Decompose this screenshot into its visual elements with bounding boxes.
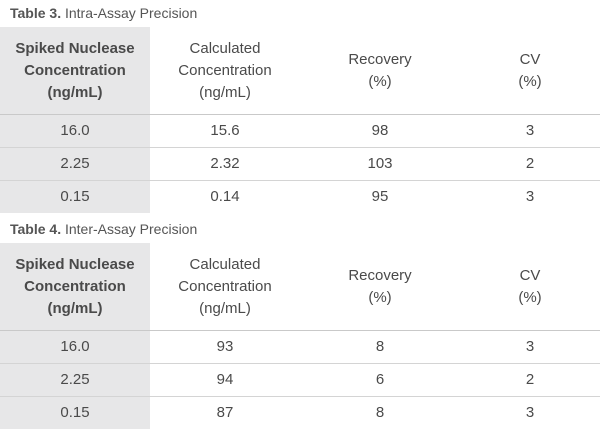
- table-4-label: Table 4.: [10, 221, 61, 237]
- table-row: 2.25 94 6 2: [0, 364, 600, 397]
- inter-assay-precision-table: Spiked Nuclease Concentration (ng/mL) Ca…: [0, 243, 600, 429]
- table-4-caption: Table 4. Inter-Assay Precision: [10, 221, 197, 237]
- header-calculated-concentration: Calculated Concentration (ng/mL): [150, 27, 300, 115]
- table-row: 0.15 87 8 3: [0, 397, 600, 429]
- cell-recovery: 103: [300, 148, 460, 181]
- cell-calculated-concentration: 93: [150, 331, 300, 364]
- header-row: Spiked Nuclease Concentration (ng/mL) Ca…: [0, 27, 600, 115]
- cell-recovery: 8: [300, 331, 460, 364]
- header-line: CV: [520, 51, 541, 68]
- header-line: Recovery: [348, 51, 411, 68]
- header-calculated-concentration: Calculated Concentration (ng/mL): [150, 243, 300, 331]
- cell-recovery: 8: [300, 397, 460, 429]
- header-line: CV: [520, 267, 541, 284]
- cell-calculated-concentration: 94: [150, 364, 300, 397]
- header-spiked-concentration: Spiked Nuclease Concentration (ng/mL): [0, 243, 150, 331]
- intra-assay-precision-table: Spiked Nuclease Concentration (ng/mL) Ca…: [0, 27, 600, 213]
- table-3-title: Intra-Assay Precision: [65, 5, 197, 21]
- header-spiked-concentration: Spiked Nuclease Concentration (ng/mL): [0, 27, 150, 115]
- table-row: 16.0 15.6 98 3: [0, 115, 600, 148]
- header-line: Concentration: [24, 62, 126, 79]
- header-line: (%): [518, 289, 541, 306]
- cell-spiked-concentration: 2.25: [0, 364, 150, 397]
- cell-cv: 3: [460, 115, 600, 148]
- header-line: Concentration: [24, 278, 126, 295]
- header-cv: CV (%): [460, 27, 600, 115]
- table-3-label: Table 3.: [10, 5, 61, 21]
- header-line: Concentration: [178, 62, 271, 79]
- cell-cv: 2: [460, 148, 600, 181]
- header-line: (ng/mL): [48, 84, 103, 101]
- cell-cv: 2: [460, 364, 600, 397]
- header-line: Spiked Nuclease: [15, 40, 134, 57]
- header-line: Calculated: [190, 256, 261, 273]
- header-line: (%): [368, 73, 391, 90]
- cell-calculated-concentration: 87: [150, 397, 300, 429]
- table-row: 0.15 0.14 95 3: [0, 181, 600, 214]
- cell-calculated-concentration: 0.14: [150, 181, 300, 214]
- header-recovery: Recovery (%): [300, 243, 460, 331]
- cell-spiked-concentration: 16.0: [0, 115, 150, 148]
- cell-recovery: 6: [300, 364, 460, 397]
- table-row: 2.25 2.32 103 2: [0, 148, 600, 181]
- header-line: Concentration: [178, 278, 271, 295]
- header-line: (ng/mL): [199, 84, 251, 101]
- cell-spiked-concentration: 0.15: [0, 181, 150, 214]
- cell-cv: 3: [460, 331, 600, 364]
- table-4-title: Inter-Assay Precision: [65, 221, 197, 237]
- header-row: Spiked Nuclease Concentration (ng/mL) Ca…: [0, 243, 600, 331]
- cell-recovery: 95: [300, 181, 460, 214]
- header-line: (ng/mL): [199, 300, 251, 317]
- header-line: Calculated: [190, 40, 261, 57]
- cell-spiked-concentration: 0.15: [0, 397, 150, 429]
- cell-cv: 3: [460, 397, 600, 429]
- cell-calculated-concentration: 15.6: [150, 115, 300, 148]
- table-row: 16.0 93 8 3: [0, 331, 600, 364]
- table-3-caption: Table 3. Intra-Assay Precision: [10, 5, 197, 21]
- header-line: (%): [368, 289, 391, 306]
- header-line: (ng/mL): [48, 300, 103, 317]
- header-line: Spiked Nuclease: [15, 256, 134, 273]
- header-line: Recovery: [348, 267, 411, 284]
- header-line: (%): [518, 73, 541, 90]
- header-cv: CV (%): [460, 243, 600, 331]
- cell-spiked-concentration: 16.0: [0, 331, 150, 364]
- header-recovery: Recovery (%): [300, 27, 460, 115]
- cell-spiked-concentration: 2.25: [0, 148, 150, 181]
- cell-recovery: 98: [300, 115, 460, 148]
- cell-calculated-concentration: 2.32: [150, 148, 300, 181]
- cell-cv: 3: [460, 181, 600, 214]
